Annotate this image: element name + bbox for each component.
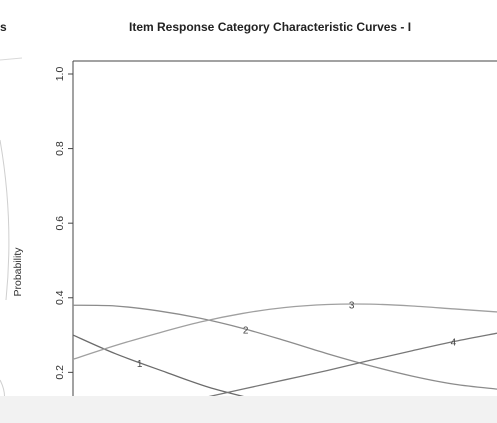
y-axis-label: Probability bbox=[12, 247, 24, 297]
plot-curves: 1 2 3 4 bbox=[72, 300, 497, 400]
left-panel-title-fragment: s bbox=[0, 20, 7, 34]
y-tick-label: 1.0 bbox=[54, 67, 66, 82]
curve-category-3 bbox=[72, 303, 497, 360]
y-tick-label: 0.6 bbox=[54, 216, 66, 231]
curve-label-4: 4 bbox=[451, 337, 457, 348]
lower-cropped-area bbox=[0, 396, 497, 423]
curve-category-2 bbox=[72, 304, 497, 390]
curve-category-1 bbox=[72, 334, 252, 400]
left-panel-edge bbox=[0, 57, 23, 61]
y-tick-label: 0.2 bbox=[54, 365, 66, 380]
left-panel-frame-arc bbox=[0, 139, 10, 301]
y-axis: 1.0 0.8 0.6 0.4 0.2 bbox=[54, 67, 73, 380]
curve-label-2: 2 bbox=[243, 326, 249, 337]
curve-category-4 bbox=[200, 332, 497, 400]
y-tick-label: 0.4 bbox=[54, 290, 66, 305]
y-tick-label: 0.8 bbox=[54, 141, 66, 156]
chart-title: Item Response Category Characteristic Cu… bbox=[129, 20, 411, 34]
curve-label-3: 3 bbox=[349, 300, 355, 311]
curve-label-1: 1 bbox=[137, 359, 143, 370]
